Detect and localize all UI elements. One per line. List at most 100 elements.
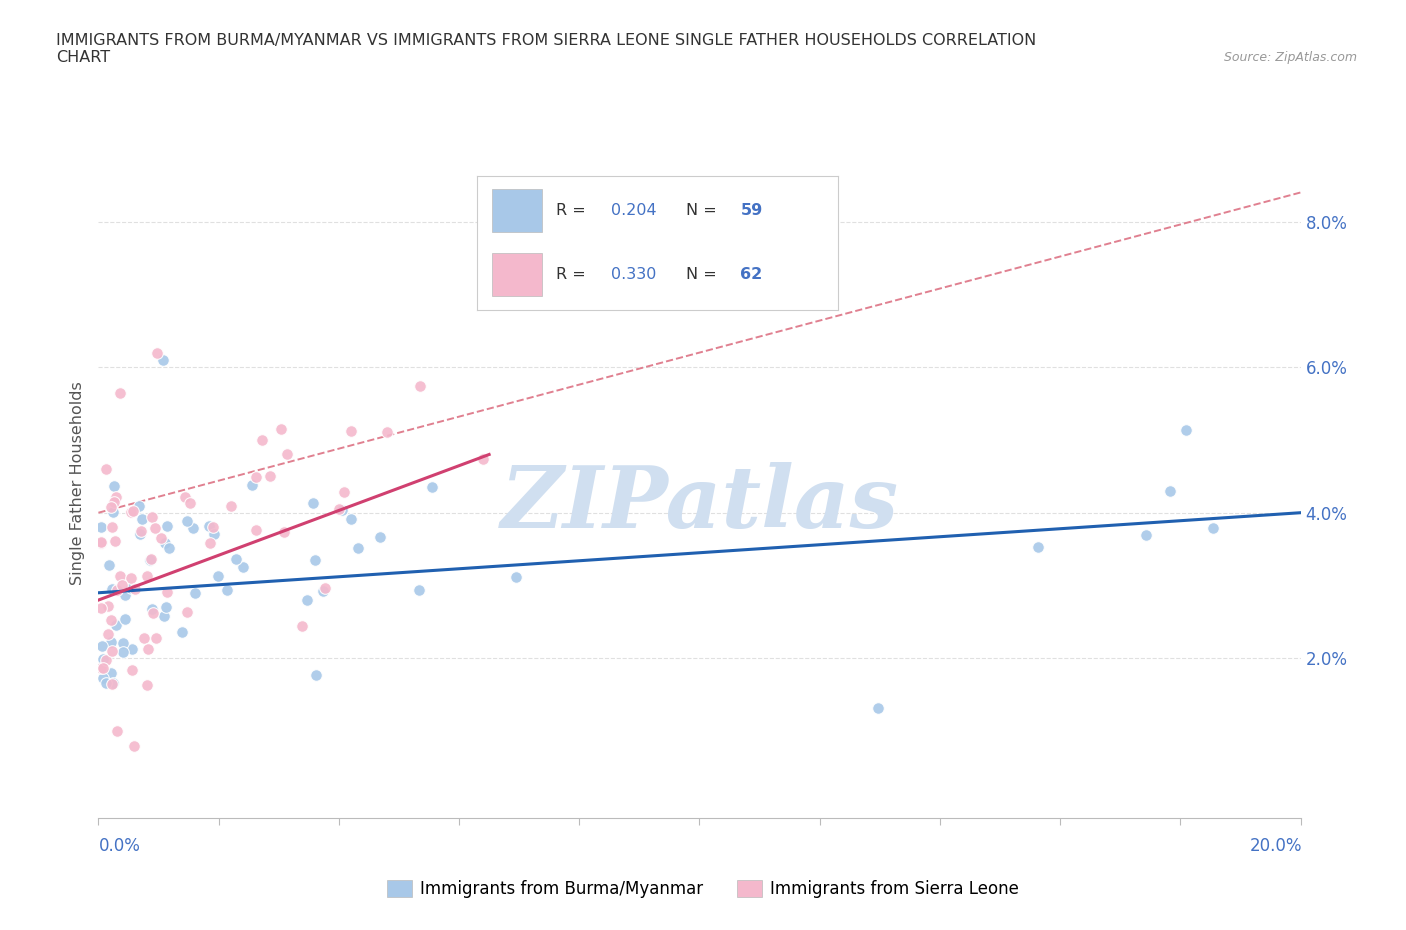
Point xyxy=(110,386,132,401)
Point xyxy=(153,609,176,624)
Point xyxy=(328,501,350,516)
Point xyxy=(219,498,242,513)
Point xyxy=(114,611,136,626)
Point xyxy=(98,558,121,573)
Point xyxy=(304,668,326,683)
Point xyxy=(97,599,120,614)
Point xyxy=(121,504,143,519)
Point xyxy=(100,635,122,650)
Point xyxy=(142,605,165,620)
Point xyxy=(103,479,125,494)
Point xyxy=(112,644,135,659)
Point xyxy=(121,642,143,657)
Point xyxy=(312,583,335,598)
Point xyxy=(103,533,125,548)
Point xyxy=(131,523,153,538)
Point xyxy=(297,592,319,607)
Point xyxy=(112,635,135,650)
Point xyxy=(183,521,205,536)
Point xyxy=(217,583,239,598)
Point xyxy=(202,520,225,535)
Point xyxy=(1159,484,1181,498)
Point xyxy=(136,642,159,657)
Y-axis label: Single Father Households: Single Father Households xyxy=(70,381,86,586)
Point xyxy=(91,652,114,667)
Point xyxy=(135,677,157,692)
Point xyxy=(100,613,122,628)
Point xyxy=(100,519,122,534)
Point xyxy=(100,644,122,658)
Point xyxy=(91,661,114,676)
Point xyxy=(122,738,145,753)
Point xyxy=(90,535,112,550)
Point xyxy=(120,570,142,585)
Point xyxy=(100,666,122,681)
Point xyxy=(505,569,527,584)
Point xyxy=(330,503,353,518)
Point xyxy=(105,724,128,738)
Point xyxy=(333,485,356,499)
Point xyxy=(179,496,201,511)
Point xyxy=(314,580,336,595)
Point xyxy=(100,499,122,514)
Point xyxy=(131,512,153,526)
Point xyxy=(472,451,495,466)
Point xyxy=(103,495,125,510)
Text: Source: ZipAtlas.com: Source: ZipAtlas.com xyxy=(1223,51,1357,64)
Point xyxy=(240,478,263,493)
Point xyxy=(132,631,155,645)
Point xyxy=(155,600,177,615)
Point xyxy=(143,521,166,536)
Point xyxy=(111,578,134,592)
Point xyxy=(104,490,127,505)
Point xyxy=(139,552,162,567)
Point xyxy=(176,604,198,619)
Point xyxy=(276,446,298,461)
Point xyxy=(184,586,207,601)
Point xyxy=(146,345,169,360)
Point xyxy=(90,638,112,653)
Point xyxy=(152,352,174,367)
Point xyxy=(141,602,163,617)
Point xyxy=(232,560,254,575)
Point xyxy=(409,379,432,393)
Point xyxy=(157,540,180,555)
Point xyxy=(90,536,112,551)
Point xyxy=(340,512,363,526)
Point xyxy=(270,421,292,436)
Point xyxy=(302,496,325,511)
Point xyxy=(375,424,398,439)
Point xyxy=(1026,539,1049,554)
Point xyxy=(101,676,124,691)
Point xyxy=(94,461,117,476)
Point xyxy=(291,618,314,633)
Point xyxy=(408,582,430,597)
Point xyxy=(259,469,281,484)
Point xyxy=(202,526,225,541)
Point xyxy=(90,661,112,676)
Point xyxy=(156,585,179,600)
Point xyxy=(101,581,124,596)
Point xyxy=(139,551,162,566)
Point xyxy=(866,700,889,715)
Point xyxy=(108,568,131,583)
Point xyxy=(122,504,145,519)
Point xyxy=(114,588,136,603)
Point xyxy=(1202,521,1225,536)
Point xyxy=(94,653,117,668)
Point xyxy=(273,525,295,539)
Point xyxy=(150,531,173,546)
Point xyxy=(346,540,368,555)
Point xyxy=(170,624,193,639)
Point xyxy=(101,505,124,520)
Legend: Immigrants from Burma/Myanmar, Immigrants from Sierra Leone: Immigrants from Burma/Myanmar, Immigrant… xyxy=(381,873,1025,905)
Text: IMMIGRANTS FROM BURMA/MYANMAR VS IMMIGRANTS FROM SIERRA LEONE SINGLE FATHER HOUS: IMMIGRANTS FROM BURMA/MYANMAR VS IMMIGRA… xyxy=(56,33,1036,65)
Point xyxy=(1174,422,1197,437)
Point xyxy=(225,552,247,567)
Text: 0.0%: 0.0% xyxy=(98,837,141,855)
Point xyxy=(121,663,143,678)
Point xyxy=(368,530,391,545)
Point xyxy=(200,535,222,550)
Point xyxy=(105,583,128,598)
Point xyxy=(124,582,146,597)
